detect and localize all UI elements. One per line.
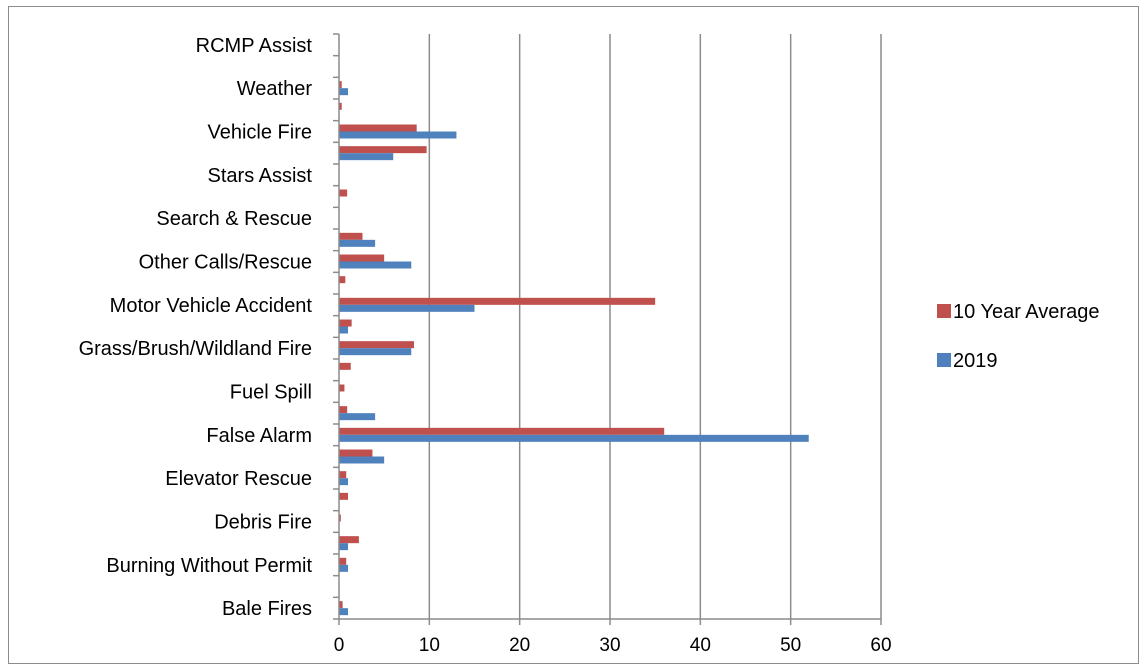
bar-2019-hazmat	[339, 326, 349, 334]
bar-10-year-average-false-alarm	[339, 427, 665, 435]
legend-swatch-10-year-average	[937, 304, 951, 318]
legend-swatch-2019	[937, 353, 951, 367]
chart-frame: Bale Fires Burning Without Permit Debris F…	[8, 6, 1139, 664]
bar-2019-elevator-rescue	[339, 478, 349, 486]
bar-10-year-average-vehicle-fire	[339, 124, 417, 132]
category-label-motor-vehicle-accident: Motor Vehicle Accident	[110, 295, 313, 317]
bar-10-year-average-hazmat	[339, 319, 352, 327]
x-tick-label-20: 20	[509, 635, 530, 656]
bar-2019-burning-without-permit	[339, 564, 349, 572]
bar-chart: Bale Fires Burning Without Permit Debris F…	[79, 33, 1099, 656]
bar-10-year-average-water-rescue	[339, 102, 342, 110]
legend-label-10-year-average: 10 Year Average	[953, 301, 1099, 323]
bar-10-year-average-electrical	[339, 449, 373, 457]
bar-10-year-average-weather	[339, 81, 342, 89]
bar-2019-grass-brush-wildland-fire	[339, 348, 412, 356]
x-tick-label-30: 30	[599, 635, 620, 656]
category-label-fuel-spill: Fuel Spill	[230, 382, 312, 404]
category-label-elevator-rescue: Elevator Rescue	[165, 468, 312, 490]
bar-10-year-average-fuel-spill	[339, 384, 345, 392]
bar-10-year-average-fire-inspection	[339, 406, 348, 414]
bar-10-year-average-gas-leak	[339, 362, 351, 370]
bar-2019-false-alarm	[339, 434, 809, 442]
bar-10-year-average-motor-vehicle-accident	[339, 297, 656, 305]
gridlines	[428, 34, 882, 619]
category-label-weather: Weather	[237, 78, 313, 100]
category-label-debris-fire: Debris Fire	[214, 512, 312, 534]
category-label-false-alarm: False Alarm	[206, 425, 312, 447]
category-label-grass-brush-wildland-fire: Grass/Brush/Wildland Fire	[79, 338, 312, 360]
x-tick-label-40: 40	[690, 635, 711, 656]
bar-10-year-average-bale-fires	[339, 601, 343, 609]
bar-2019-public-service	[339, 239, 376, 247]
category-label-bale-fires: Bale Fires	[222, 598, 312, 620]
bar-10-year-average-public-service	[339, 232, 363, 240]
legend: 10 Year Average 2019	[937, 301, 1099, 372]
category-label-burning-without-permit: Burning Without Permit	[106, 555, 312, 577]
bar-10-year-average-chimney-fire	[339, 536, 359, 544]
category-label-stars-assist: Stars Assist	[208, 165, 313, 187]
bar-10-year-average-dumpster-fire	[339, 492, 349, 500]
bar-2019-structure-fire	[339, 153, 394, 161]
category-label-rcmp-assist: RCMP Assist	[196, 35, 313, 57]
bar-10-year-average-burning-without-permit	[339, 557, 347, 565]
bars	[339, 81, 809, 616]
bar-2019-weather	[339, 88, 349, 96]
category-label-vehicle-fire: Vehicle Fire	[208, 122, 313, 144]
bar-2019-motor-vehicle-accident	[339, 304, 475, 312]
x-tick-label-10: 10	[419, 635, 440, 656]
x-tick-label-60: 60	[870, 635, 891, 656]
bar-10-year-average-debris-fire	[339, 514, 341, 522]
x-tick-label-50: 50	[780, 635, 801, 656]
bar-10-year-average-smoke-investigation	[339, 189, 348, 197]
bar-2019-vehicle-fire	[339, 131, 457, 139]
bar-2019-other-calls-rescue	[339, 261, 412, 269]
bar-10-year-average-elevator-rescue	[339, 471, 347, 479]
bar-10-year-average-other-calls-rescue	[339, 254, 385, 262]
category-label-other-calls-rescue: Other Calls/Rescue	[139, 252, 312, 274]
bar-2019-fire-inspection	[339, 413, 376, 421]
x-tick-label-0: 0	[334, 635, 345, 656]
bar-2019-electrical	[339, 456, 385, 464]
category-label-search-rescue: Search & Rescue	[156, 208, 312, 230]
bar-2019-bale-fires	[339, 608, 349, 616]
bar-10-year-average-structure-fire	[339, 146, 427, 154]
legend-label-2019: 2019	[953, 350, 998, 372]
category-labels: Bale Fires Burning Without Permit Debris F…	[79, 35, 313, 620]
x-tick-labels: 0 10 20 30 40 50 60	[334, 635, 892, 656]
bar-2019-chimney-fire	[339, 543, 349, 551]
bar-10-year-average-grass-brush-wildland-fire	[339, 341, 414, 349]
bar-10-year-average-medical-assist	[339, 276, 346, 284]
axes	[333, 33, 882, 625]
